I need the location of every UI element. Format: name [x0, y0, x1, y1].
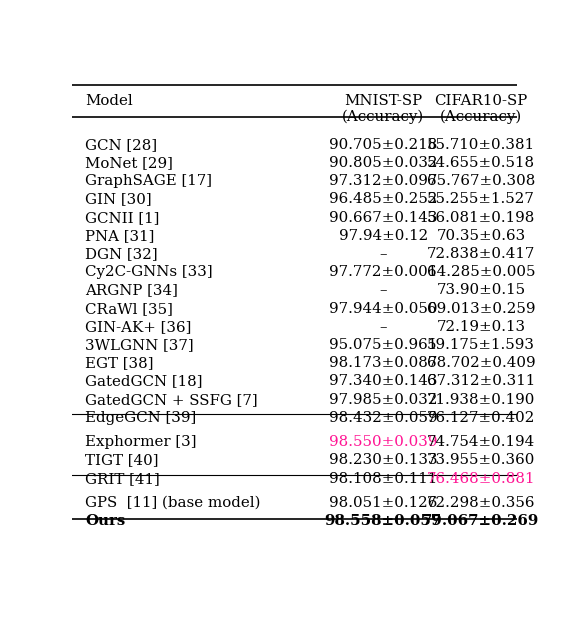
Text: 71.938±0.190: 71.938±0.190: [427, 392, 535, 407]
Text: 65.767±0.308: 65.767±0.308: [427, 174, 535, 188]
Text: 90.705±0.218: 90.705±0.218: [329, 138, 437, 152]
Text: Exphormer [3]: Exphormer [3]: [85, 435, 197, 449]
Text: GIN-AK+ [36]: GIN-AK+ [36]: [85, 320, 192, 334]
Text: 98.558±0.057: 98.558±0.057: [324, 514, 442, 528]
Text: –: –: [379, 284, 387, 297]
Text: MoNet [29]: MoNet [29]: [85, 156, 173, 170]
Text: 90.805±0.032: 90.805±0.032: [329, 156, 437, 170]
Text: ARGNP [34]: ARGNP [34]: [85, 284, 178, 297]
Text: 70.35±0.63: 70.35±0.63: [436, 229, 526, 243]
Text: 67.312±0.311: 67.312±0.311: [427, 374, 535, 389]
Text: 73.955±0.360: 73.955±0.360: [427, 453, 535, 468]
Text: 3WLGNN [37]: 3WLGNN [37]: [85, 338, 193, 352]
Text: 74.754±0.194: 74.754±0.194: [427, 435, 535, 449]
Text: 97.94±0.12: 97.94±0.12: [339, 229, 428, 243]
Text: 98.051±0.126: 98.051±0.126: [329, 496, 437, 510]
Text: GCNII [1]: GCNII [1]: [85, 211, 160, 225]
Text: 72.298±0.356: 72.298±0.356: [426, 496, 536, 510]
Text: MNIST-SP
(Accuracy): MNIST-SP (Accuracy): [342, 94, 424, 124]
Text: Ours: Ours: [85, 514, 125, 528]
Text: GCN [28]: GCN [28]: [85, 138, 157, 152]
Text: 79.067±0.269: 79.067±0.269: [422, 514, 540, 528]
Text: 55.255±1.527: 55.255±1.527: [427, 192, 535, 207]
Text: 72.19±0.13: 72.19±0.13: [436, 320, 526, 334]
Text: DGN [32]: DGN [32]: [85, 247, 158, 261]
Text: Cy2C-GNNs [33]: Cy2C-GNNs [33]: [85, 265, 213, 279]
Text: 59.175±1.593: 59.175±1.593: [427, 338, 535, 352]
Text: 97.944±0.050: 97.944±0.050: [329, 302, 437, 315]
Text: 76.468±0.881: 76.468±0.881: [426, 471, 536, 486]
Text: 98.432±0.059: 98.432±0.059: [329, 411, 437, 425]
Text: 56.081±0.198: 56.081±0.198: [427, 211, 535, 225]
Text: 90.667±0.143: 90.667±0.143: [329, 211, 437, 225]
Text: GRIT [41]: GRIT [41]: [85, 471, 160, 486]
Text: GPS  [11] (base model): GPS [11] (base model): [85, 496, 261, 510]
Text: 54.655±0.518: 54.655±0.518: [427, 156, 535, 170]
Text: EGT [38]: EGT [38]: [85, 356, 154, 370]
Text: 97.985±0.032: 97.985±0.032: [329, 392, 437, 407]
Text: TIGT [40]: TIGT [40]: [85, 453, 158, 468]
Text: 55.710±0.381: 55.710±0.381: [427, 138, 535, 152]
Text: Model: Model: [85, 94, 133, 108]
Text: PNA [31]: PNA [31]: [85, 229, 154, 243]
Text: 98.230±0.133: 98.230±0.133: [329, 453, 437, 468]
Text: 68.702±0.409: 68.702±0.409: [426, 356, 536, 370]
Text: 64.285±0.005: 64.285±0.005: [426, 265, 536, 279]
Text: 95.075±0.961: 95.075±0.961: [329, 338, 437, 352]
Text: 96.485±0.252: 96.485±0.252: [329, 192, 437, 207]
Text: 69.013±0.259: 69.013±0.259: [426, 302, 536, 315]
Text: 98.550±0.039: 98.550±0.039: [329, 435, 437, 449]
Text: 97.312±0.097: 97.312±0.097: [329, 174, 437, 188]
Text: –: –: [379, 247, 387, 261]
Text: CIFAR10-SP
(Accuracy): CIFAR10-SP (Accuracy): [435, 94, 528, 124]
Text: GatedGCN + SSFG [7]: GatedGCN + SSFG [7]: [85, 392, 258, 407]
Text: GatedGCN [18]: GatedGCN [18]: [85, 374, 203, 389]
Text: CRaWl [35]: CRaWl [35]: [85, 302, 173, 315]
Text: 97.340±0.143: 97.340±0.143: [329, 374, 437, 389]
Text: 72.838±0.417: 72.838±0.417: [427, 247, 535, 261]
Text: –: –: [379, 320, 387, 334]
Text: 76.127±0.402: 76.127±0.402: [427, 411, 535, 425]
Text: 73.90±0.15: 73.90±0.15: [436, 284, 526, 297]
Text: 97.772±0.001: 97.772±0.001: [329, 265, 437, 279]
Text: EdgeGCN [39]: EdgeGCN [39]: [85, 411, 196, 425]
Text: GIN [30]: GIN [30]: [85, 192, 152, 207]
Text: GraphSAGE [17]: GraphSAGE [17]: [85, 174, 212, 188]
Text: 98.173±0.087: 98.173±0.087: [329, 356, 437, 370]
Text: 98.108±0.111: 98.108±0.111: [329, 471, 437, 486]
